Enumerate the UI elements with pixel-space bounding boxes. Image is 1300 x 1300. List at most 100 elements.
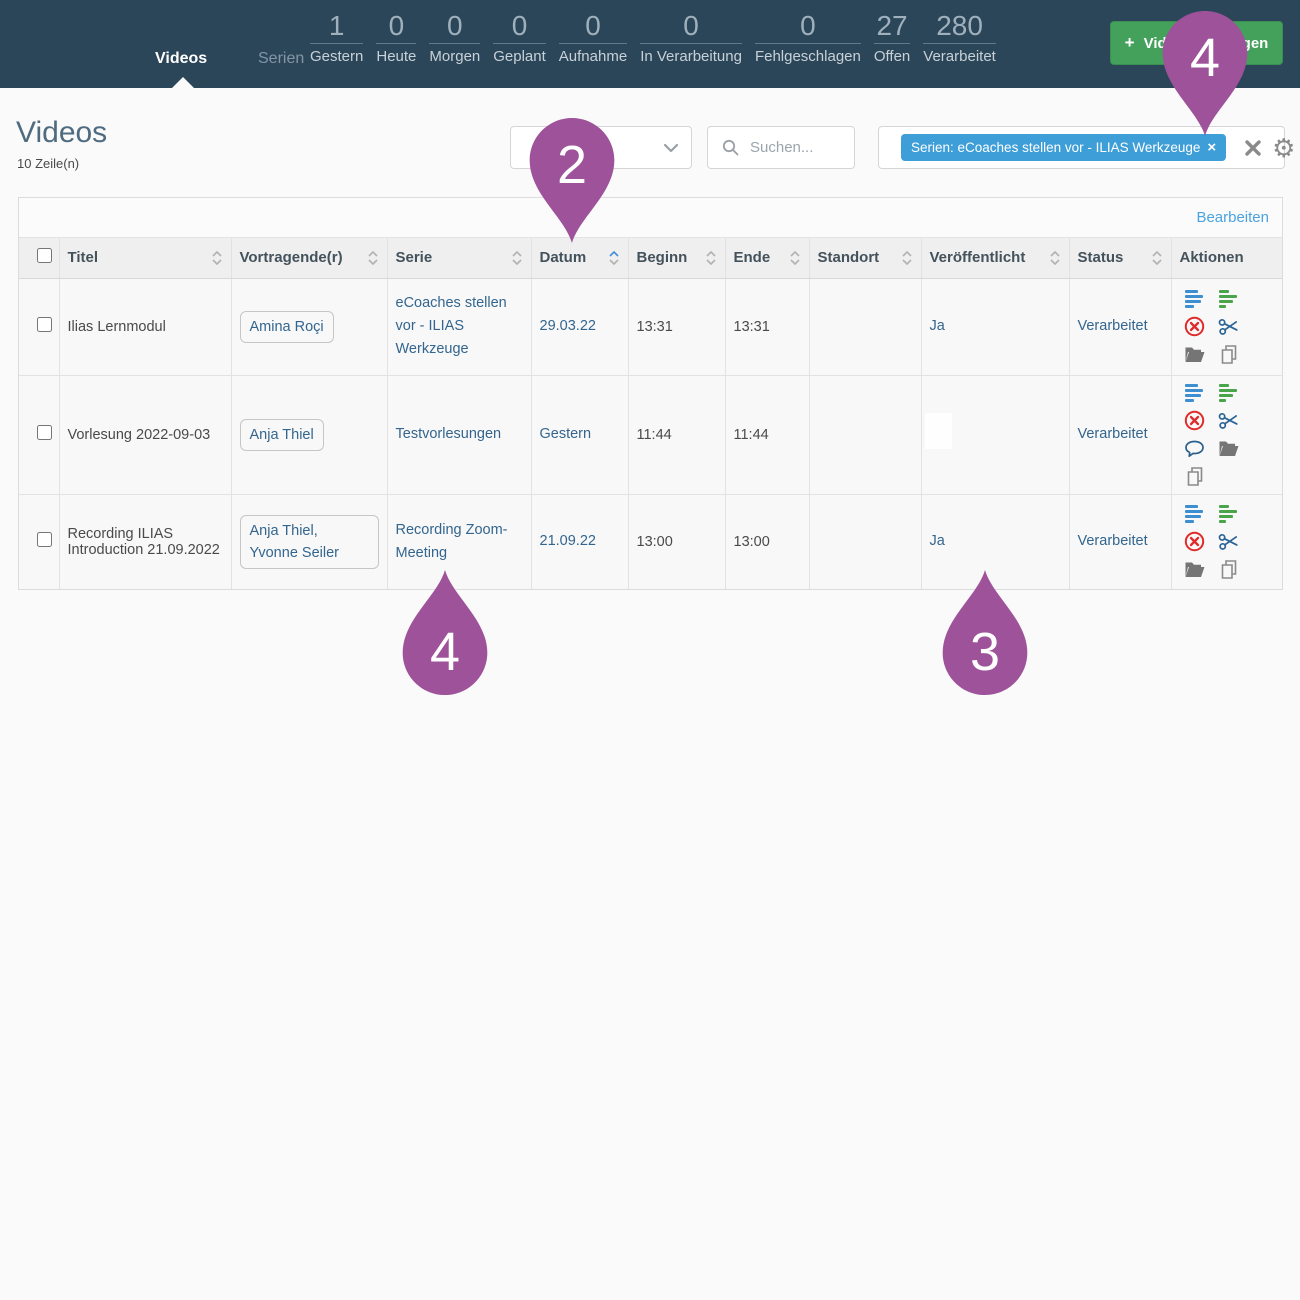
status-counters: 1 Gestern 0 Heute 0 Morgen 0 Geplant 0 A… xyxy=(310,10,996,65)
details-icon[interactable] xyxy=(1184,288,1206,310)
col-beginn[interactable]: Beginn xyxy=(628,238,726,279)
details-icon[interactable] xyxy=(1184,382,1206,404)
col-status[interactable]: Status xyxy=(1069,238,1172,279)
counter-offen[interactable]: 27 Offen xyxy=(873,10,911,65)
col-serie[interactable]: Serie xyxy=(387,238,532,279)
col-titel[interactable]: Titel xyxy=(59,238,232,279)
add-video-button[interactable]: + Video hinzufügen xyxy=(1110,21,1283,65)
counter-gestern[interactable]: 1 Gestern xyxy=(310,10,364,65)
sort-icon[interactable] xyxy=(511,249,523,267)
date-link[interactable]: Gestern xyxy=(539,426,592,442)
row-actions xyxy=(1180,288,1275,366)
date-link[interactable]: 29.03.22 xyxy=(539,318,596,334)
cell-start: 13:31 xyxy=(628,278,726,376)
col-ende[interactable]: Ende xyxy=(725,238,810,279)
sort-icon[interactable] xyxy=(789,249,801,267)
gear-icon[interactable]: ⚙ xyxy=(1272,132,1296,163)
row-checkbox[interactable] xyxy=(37,425,52,440)
cell-location xyxy=(809,278,922,376)
counter-heute[interactable]: 0 Heute xyxy=(376,10,417,65)
counter-fehlgeschlagen[interactable]: 0 Fehlgeschlagen xyxy=(754,10,861,65)
plus-icon: + xyxy=(1124,33,1135,52)
series-link[interactable]: eCoaches stellen vor - ILIAS Werkzeuge xyxy=(395,295,507,357)
search-box xyxy=(707,126,855,169)
row-actions xyxy=(1180,503,1275,581)
series-details-icon[interactable] xyxy=(1218,288,1240,310)
sort-icon[interactable] xyxy=(211,249,223,267)
assets-folder-icon[interactable] xyxy=(1184,559,1206,581)
sort-icon[interactable] xyxy=(1049,249,1061,267)
presenter-chip: Anja Thiel, Yvonne Seiler xyxy=(239,514,379,569)
remove-icon[interactable] xyxy=(1184,316,1206,338)
col-veroeffentlicht[interactable]: Veröffentlicht xyxy=(921,238,1070,279)
cell-start: 13:00 xyxy=(628,494,726,589)
counter-geplant[interactable]: 0 Geplant xyxy=(493,10,546,65)
row-actions xyxy=(1180,382,1275,488)
duplicate-icon[interactable] xyxy=(1218,559,1240,581)
filter-preset-select[interactable] xyxy=(510,126,692,169)
cut-icon[interactable] xyxy=(1218,316,1240,338)
page-title: Videos xyxy=(16,116,108,149)
status-link[interactable]: Verarbeitet xyxy=(1077,318,1148,334)
active-filter-chip[interactable]: Serien: eCoaches stellen vor - ILIAS Wer… xyxy=(901,134,1227,161)
published-value: Ja xyxy=(929,533,945,550)
date-link[interactable]: 21.09.22 xyxy=(539,533,596,550)
table-row: Recording ILIAS Introduction 21.09.2022 … xyxy=(19,494,1282,589)
comment-icon[interactable] xyxy=(1184,438,1206,460)
tab-serien[interactable]: Serien xyxy=(258,50,305,67)
header-row: Titel Vortragende(r) Serie xyxy=(19,238,1282,279)
sort-icon[interactable] xyxy=(367,249,379,267)
counter-verarbeitet[interactable]: 280 Verarbeitet xyxy=(923,10,996,65)
videos-table: Bearbeiten Titel Vor xyxy=(18,197,1283,590)
chip-remove-icon[interactable]: × xyxy=(1207,139,1217,156)
cell-title: Recording ILIAS Introduction 21.09.2022 xyxy=(59,494,232,589)
duplicate-icon[interactable] xyxy=(1184,466,1206,488)
status-link[interactable]: Verarbeitet xyxy=(1077,426,1148,442)
counter-in-verarbeitung[interactable]: 0 In Verarbeitung xyxy=(640,10,742,65)
cell-title: Ilias Lernmodul xyxy=(59,278,232,376)
published-value: Ja xyxy=(929,318,945,334)
clear-filters-icon[interactable] xyxy=(1243,138,1263,158)
series-link[interactable]: Recording Zoom-Meeting xyxy=(395,521,508,561)
counter-aufnahme[interactable]: 0 Aufnahme xyxy=(558,10,628,65)
table-row: Vorlesung 2022-09-03 Anja Thiel Testvorl… xyxy=(19,375,1282,495)
published-highlight xyxy=(925,413,952,449)
sort-icon[interactable] xyxy=(705,249,717,267)
active-tab-pointer xyxy=(172,77,194,88)
remove-icon[interactable] xyxy=(1184,531,1206,553)
status-link[interactable]: Verarbeitet xyxy=(1077,533,1148,550)
details-icon[interactable] xyxy=(1184,503,1206,525)
series-details-icon[interactable] xyxy=(1218,503,1240,525)
cut-icon[interactable] xyxy=(1218,531,1240,553)
select-all-checkbox[interactable] xyxy=(37,248,52,264)
cell-end: 13:00 xyxy=(725,494,810,589)
table-toolbar: Bearbeiten xyxy=(19,198,1282,238)
filter-bar: Serien: eCoaches stellen vor - ILIAS Wer… xyxy=(878,126,1295,169)
assets-folder-icon[interactable] xyxy=(1218,438,1240,460)
cell-title: Vorlesung 2022-09-03 xyxy=(59,375,232,495)
row-checkbox[interactable] xyxy=(37,532,52,548)
sort-icon[interactable] xyxy=(1151,249,1163,267)
cell-end: 11:44 xyxy=(725,375,810,495)
search-icon xyxy=(722,139,739,156)
cell-location xyxy=(809,494,922,589)
remove-icon[interactable] xyxy=(1184,410,1206,432)
series-link[interactable]: Testvorlesungen xyxy=(395,426,502,442)
cut-icon[interactable] xyxy=(1218,410,1240,432)
select-all-header[interactable] xyxy=(19,238,60,279)
col-standort[interactable]: Standort xyxy=(809,238,922,279)
row-checkbox[interactable] xyxy=(37,317,52,332)
sort-icon-active-asc[interactable] xyxy=(608,249,620,267)
col-vortragende[interactable]: Vortragende(r) xyxy=(231,238,388,279)
tab-videos[interactable]: Videos xyxy=(155,50,208,67)
col-datum[interactable]: Datum xyxy=(531,238,629,279)
sort-icon[interactable] xyxy=(901,249,913,267)
edit-link[interactable]: Bearbeiten xyxy=(1196,209,1269,226)
search-input[interactable] xyxy=(748,138,843,157)
counter-morgen[interactable]: 0 Morgen xyxy=(429,10,481,65)
assets-folder-icon[interactable] xyxy=(1184,344,1206,366)
duplicate-icon[interactable] xyxy=(1218,344,1240,366)
chevron-down-icon xyxy=(663,143,679,152)
cell-location xyxy=(809,375,922,495)
series-details-icon[interactable] xyxy=(1218,382,1240,404)
